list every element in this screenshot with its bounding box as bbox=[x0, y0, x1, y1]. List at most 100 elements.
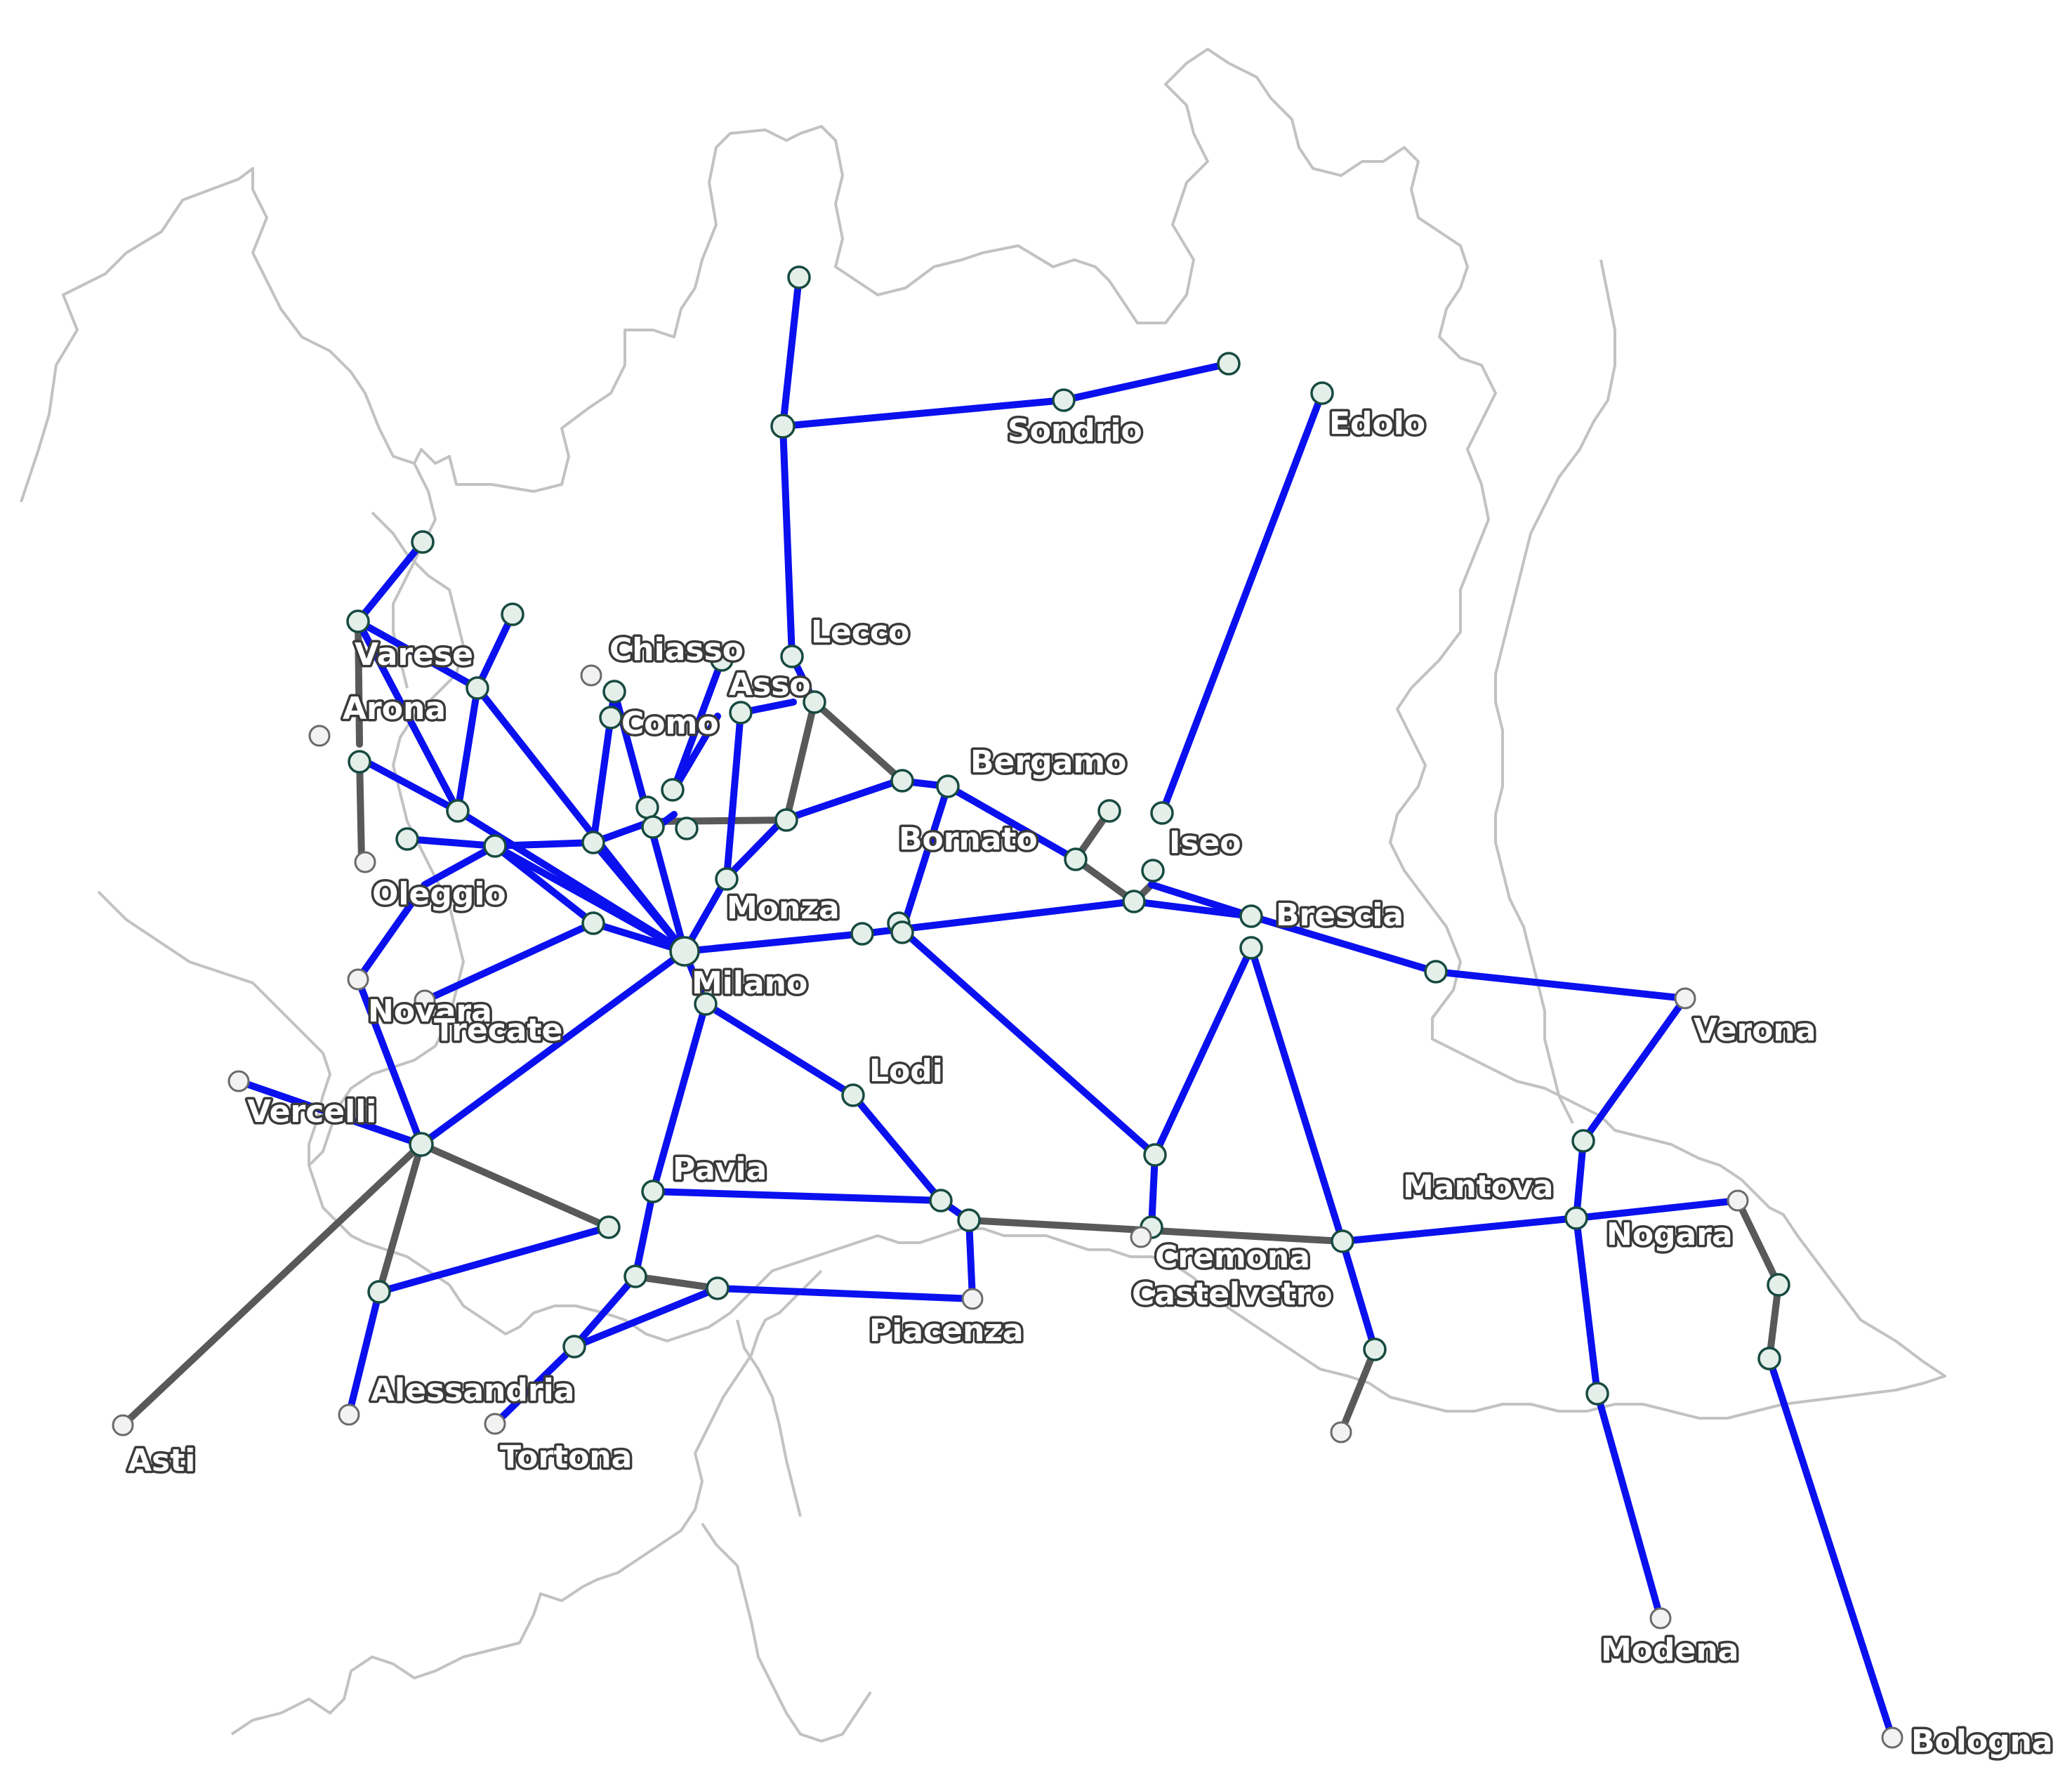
station-node-brescia[interactable] bbox=[1239, 904, 1263, 928]
station-node[interactable] bbox=[1097, 799, 1121, 823]
city-label-alessandria: Alessandria bbox=[371, 1373, 574, 1408]
station-node-asso[interactable] bbox=[729, 701, 753, 725]
station-node[interactable] bbox=[957, 1208, 981, 1232]
station-node-terminal[interactable] bbox=[347, 968, 369, 991]
station-node[interactable] bbox=[1217, 352, 1241, 376]
station-node-terminal[interactable] bbox=[414, 989, 436, 1012]
railway-lines bbox=[119, 274, 1896, 1741]
station-node[interactable] bbox=[706, 1276, 730, 1300]
rail-line-primary bbox=[723, 817, 786, 881]
station-node[interactable] bbox=[890, 920, 914, 944]
rail-line-primary bbox=[355, 538, 426, 625]
station-node[interactable] bbox=[694, 992, 718, 1016]
station-node-bologna[interactable] bbox=[1881, 1726, 1903, 1749]
station-node[interactable] bbox=[929, 1189, 953, 1213]
station-node[interactable] bbox=[1585, 1382, 1609, 1406]
rail-line-primary bbox=[779, 397, 1067, 430]
rail-line-secondary bbox=[811, 699, 906, 784]
station-node[interactable] bbox=[562, 1335, 586, 1359]
station-node-iseo[interactable] bbox=[1150, 801, 1174, 825]
station-node[interactable] bbox=[1239, 936, 1263, 960]
station-node[interactable] bbox=[1141, 859, 1165, 883]
station-node-vercelli[interactable] bbox=[227, 1070, 250, 1092]
station-node-milano[interactable] bbox=[669, 936, 700, 967]
station-node-asti[interactable] bbox=[112, 1414, 134, 1436]
rail-line-primary bbox=[491, 839, 597, 850]
rail-line-primary bbox=[1432, 968, 1689, 1002]
station-node-terminal[interactable] bbox=[354, 851, 376, 873]
city-label-milano: Milano bbox=[692, 965, 807, 1001]
station-node-chiasso[interactable] bbox=[602, 680, 626, 703]
station-node-sondrio[interactable] bbox=[1052, 388, 1076, 412]
station-node[interactable] bbox=[890, 769, 914, 793]
station-node[interactable] bbox=[411, 530, 435, 554]
station-node[interactable] bbox=[1331, 1229, 1354, 1253]
rail-line-primary bbox=[965, 1217, 976, 1302]
station-node[interactable] bbox=[1767, 1273, 1790, 1297]
station-node-monza[interactable] bbox=[715, 867, 739, 891]
station-node[interactable] bbox=[770, 414, 796, 439]
station-node-alessandria[interactable] bbox=[338, 1403, 360, 1426]
station-node-como[interactable] bbox=[599, 706, 623, 729]
city-label-verona: Verona bbox=[1694, 1012, 1816, 1048]
rail-line-primary bbox=[1130, 898, 1255, 920]
city-label-lodi: Lodi bbox=[869, 1053, 943, 1089]
station-node[interactable] bbox=[774, 808, 798, 832]
station-node-piacenza[interactable] bbox=[961, 1288, 984, 1310]
station-node[interactable] bbox=[1424, 960, 1448, 984]
station-node[interactable] bbox=[803, 690, 826, 714]
city-label-trecate: Trecate bbox=[434, 1012, 562, 1048]
city-label-arona: Arona bbox=[343, 691, 446, 727]
station-node-arona[interactable] bbox=[348, 750, 371, 774]
station-node[interactable] bbox=[1363, 1337, 1387, 1361]
station-node[interactable] bbox=[1143, 1143, 1167, 1167]
station-node[interactable] bbox=[597, 1215, 621, 1239]
station-node[interactable] bbox=[635, 795, 659, 819]
city-label-monza: Monza bbox=[727, 890, 840, 926]
station-node[interactable] bbox=[466, 676, 489, 700]
station-node-terminal[interactable] bbox=[1727, 1189, 1749, 1212]
city-label-mantova: Mantova bbox=[1403, 1169, 1553, 1205]
rail-line-secondary bbox=[1338, 1346, 1378, 1436]
station-node-edolo[interactable] bbox=[1310, 381, 1334, 405]
station-node[interactable] bbox=[623, 1264, 647, 1288]
station-node-modena[interactable] bbox=[1649, 1607, 1672, 1630]
station-node[interactable] bbox=[1571, 1129, 1595, 1153]
station-node[interactable] bbox=[581, 831, 605, 854]
station-node[interactable] bbox=[1064, 847, 1088, 871]
station-node[interactable] bbox=[675, 817, 699, 840]
station-node-verona[interactable] bbox=[1674, 987, 1696, 1010]
city-label-tortona: Tortona bbox=[500, 1439, 632, 1475]
city-label-iseo: Iseo bbox=[1169, 825, 1241, 861]
station-node-nogara[interactable] bbox=[1564, 1206, 1588, 1230]
station-node[interactable] bbox=[1757, 1347, 1781, 1370]
station-node-terminal[interactable] bbox=[1330, 1421, 1352, 1443]
station-node[interactable] bbox=[710, 648, 734, 672]
rail-line-primary bbox=[1339, 1238, 1378, 1353]
rail-line-primary bbox=[723, 709, 744, 881]
station-node-terminal[interactable] bbox=[580, 664, 602, 687]
veneto-region-border bbox=[1494, 259, 1616, 1124]
rail-line-secondary bbox=[1734, 1197, 1782, 1288]
station-node-bergamo[interactable] bbox=[936, 774, 960, 798]
station-node[interactable] bbox=[367, 1280, 391, 1304]
station-node-lodi[interactable] bbox=[841, 1083, 865, 1107]
station-node[interactable] bbox=[395, 827, 419, 851]
station-node-terminal[interactable] bbox=[308, 725, 331, 747]
station-node-varese[interactable] bbox=[346, 609, 370, 633]
station-node-tortona[interactable] bbox=[484, 1413, 506, 1435]
station-node[interactable] bbox=[641, 815, 665, 839]
station-node[interactable] bbox=[409, 1132, 434, 1157]
station-node[interactable] bbox=[661, 778, 685, 802]
station-node[interactable] bbox=[446, 799, 470, 823]
station-node[interactable] bbox=[581, 911, 605, 935]
station-node-castelvetro[interactable] bbox=[1130, 1226, 1152, 1248]
station-node[interactable] bbox=[1122, 890, 1146, 913]
station-node[interactable] bbox=[850, 922, 874, 946]
station-node[interactable] bbox=[501, 602, 524, 626]
station-node-lecco[interactable] bbox=[780, 645, 804, 668]
station-node-pavia[interactable] bbox=[641, 1180, 665, 1203]
city-label-cremona: Cremona bbox=[1155, 1239, 1310, 1275]
station-node[interactable] bbox=[483, 834, 507, 858]
station-node[interactable] bbox=[787, 265, 811, 289]
